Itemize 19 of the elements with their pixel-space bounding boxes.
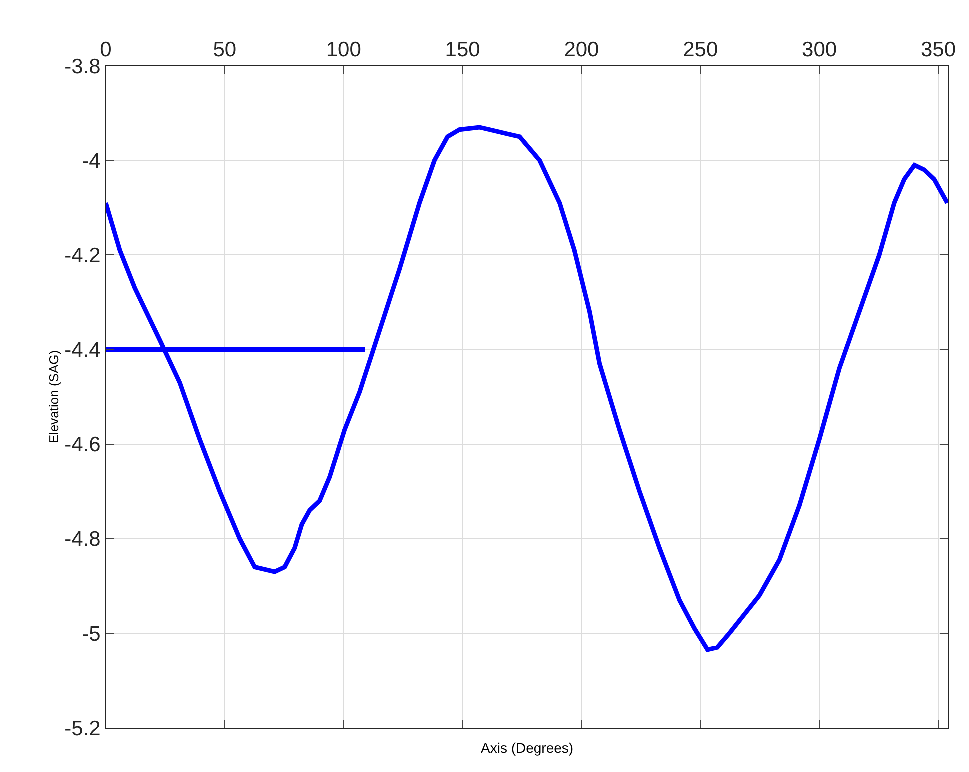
y-tick-label: -5.2	[64, 717, 101, 740]
x-tick-label: 0	[100, 38, 112, 62]
y-tick-label: -5	[82, 622, 101, 646]
y-axis-title: Elevation (SAG)	[46, 350, 62, 444]
y-tick-label: -4	[82, 150, 102, 173]
y-tick-label: -4.8	[64, 528, 101, 552]
y-tick-label: -4.6	[64, 434, 101, 457]
x-tick-label: 200	[564, 38, 600, 62]
x-tick-label: 350	[920, 38, 956, 62]
y-tick-label: -3.8	[64, 55, 101, 78]
x-tick-label: 150	[445, 38, 480, 62]
x-tick-label: 300	[802, 38, 838, 62]
x-axis-title: Axis (Degrees)	[481, 740, 574, 756]
line-series	[106, 125, 948, 652]
y-tick-label: -4.4	[64, 339, 102, 362]
x-tick-label: 100	[326, 38, 362, 62]
y-tick-label: -4.2	[64, 244, 101, 268]
x-tick-label: 50	[213, 38, 237, 62]
x-tick-label: 250	[683, 38, 718, 62]
